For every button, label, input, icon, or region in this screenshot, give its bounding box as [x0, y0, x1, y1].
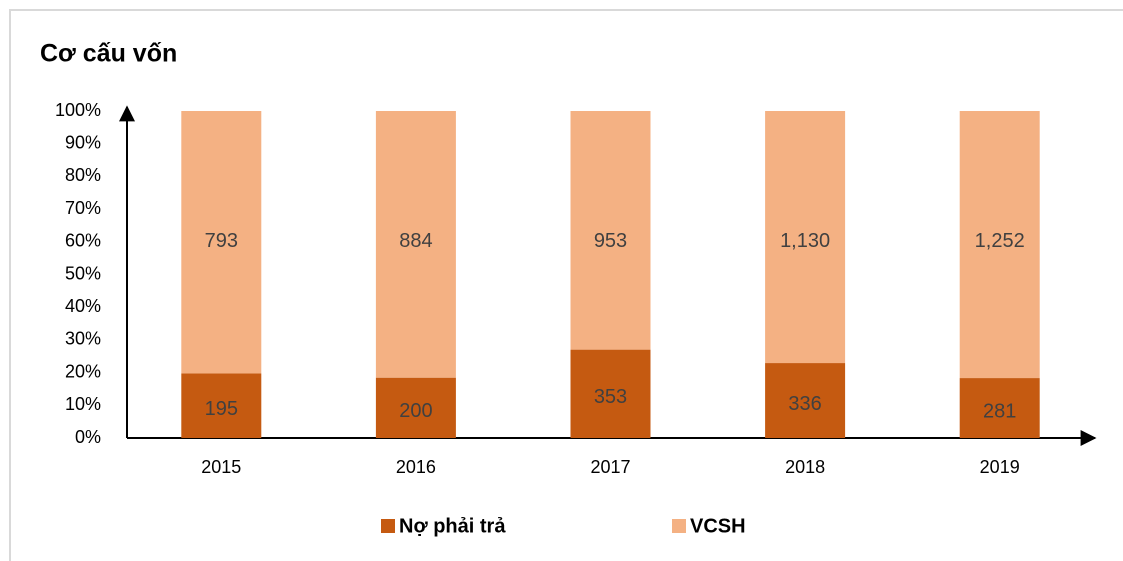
y-tick-label: 70% — [65, 198, 101, 218]
bar-segment — [181, 373, 262, 438]
bar-segment — [765, 111, 846, 364]
legend-swatch — [381, 519, 395, 533]
legend-swatch — [672, 519, 686, 533]
y-tick-label: 10% — [65, 394, 101, 414]
y-tick-label: 60% — [65, 231, 101, 251]
y-tick-label: 20% — [65, 361, 101, 381]
data-label: 793 — [205, 230, 238, 252]
frame — [9, 9, 1123, 561]
x-tick-label: 2015 — [201, 457, 241, 477]
bar-segment — [181, 111, 262, 374]
x-tick-label: 2016 — [396, 457, 436, 477]
legend-label: Nợ phải trả — [399, 515, 506, 537]
data-label: 195 — [205, 398, 238, 420]
y-tick-label: 100% — [55, 100, 101, 120]
bar-segment — [765, 363, 846, 438]
bar-segment — [375, 111, 456, 378]
legend-label: VCSH — [690, 515, 746, 537]
data-label: 336 — [788, 393, 821, 415]
y-tick-label: 90% — [65, 132, 101, 152]
x-tick-label: 2018 — [785, 457, 825, 477]
y-tick-label: 50% — [65, 263, 101, 283]
y-tick-label: 30% — [65, 329, 101, 349]
data-label: 1,130 — [780, 230, 830, 252]
data-label: 1,252 — [975, 230, 1025, 252]
x-tick-label: 2017 — [590, 457, 630, 477]
y-tick-label: 40% — [65, 296, 101, 316]
data-label: 281 — [983, 400, 1016, 422]
bar-segment — [375, 377, 456, 438]
y-tick-label: 0% — [75, 427, 101, 447]
x-tick-label: 2019 — [980, 457, 1020, 477]
data-label: 353 — [594, 386, 627, 408]
bar-segment — [570, 111, 651, 350]
y-tick-label: 80% — [65, 165, 101, 185]
bar-segment — [959, 378, 1040, 438]
bar-segment — [570, 349, 651, 438]
bar-segment — [959, 111, 1040, 379]
data-label: 200 — [399, 400, 432, 422]
data-label: 884 — [399, 230, 432, 252]
chart-title: Cơ cấu vốn — [40, 40, 177, 68]
data-label: 953 — [594, 230, 627, 252]
